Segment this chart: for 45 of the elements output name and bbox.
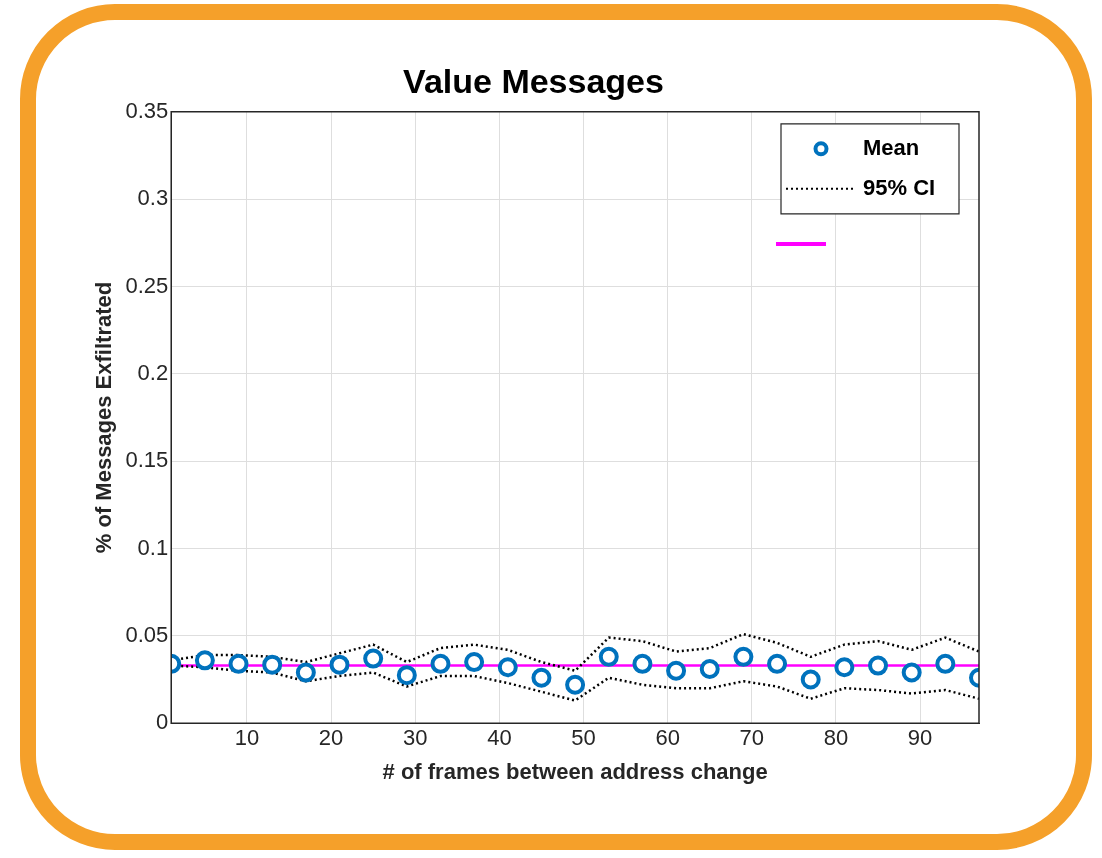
x-axis-title: # of frames between address change xyxy=(382,758,768,784)
x-tick-label: 20 xyxy=(318,725,344,751)
point xyxy=(194,650,215,671)
point xyxy=(632,653,653,674)
point xyxy=(699,659,720,680)
point xyxy=(935,653,956,674)
point xyxy=(800,669,821,690)
point xyxy=(464,652,485,673)
point xyxy=(767,653,788,674)
point xyxy=(497,657,518,678)
y-tick-label: 0.3 xyxy=(137,185,169,211)
x-tick-label: 10 xyxy=(234,725,260,751)
point xyxy=(868,655,889,676)
legend-label: Mean xyxy=(863,134,920,160)
x-tick-label: 90 xyxy=(907,725,933,751)
point xyxy=(531,667,552,688)
y-tick-label: 0.25 xyxy=(125,272,169,298)
point xyxy=(396,665,417,686)
point xyxy=(598,646,619,667)
y-tick-label: 0.1 xyxy=(137,534,169,560)
chart-title: Value Messages xyxy=(403,61,664,100)
x-tick-label: 40 xyxy=(487,725,512,751)
y-tick-label: 0.35 xyxy=(125,97,169,123)
x-tick-label: 60 xyxy=(655,725,680,751)
x-tick-label: 30 xyxy=(402,725,428,751)
y-tick-label: 0.05 xyxy=(125,621,169,647)
point xyxy=(565,674,586,695)
point xyxy=(295,662,316,683)
point xyxy=(228,653,249,674)
x-tick-label: 50 xyxy=(571,725,596,751)
y-tick-label: 0.15 xyxy=(125,447,169,473)
point xyxy=(430,653,451,674)
y-tick-label: 0.2 xyxy=(137,359,169,385)
point xyxy=(262,654,283,675)
point xyxy=(363,648,384,669)
x-tick-label: 70 xyxy=(739,725,765,751)
legend-label: 95% CI xyxy=(863,174,936,200)
y-tick-label: 0 xyxy=(155,709,169,735)
point xyxy=(834,657,855,678)
point xyxy=(329,654,350,675)
point xyxy=(733,646,754,667)
point xyxy=(666,660,687,681)
y-axis-title: % of Messages Exfiltrated xyxy=(91,281,117,554)
x-tick-label: 80 xyxy=(823,725,849,751)
point xyxy=(901,662,922,683)
